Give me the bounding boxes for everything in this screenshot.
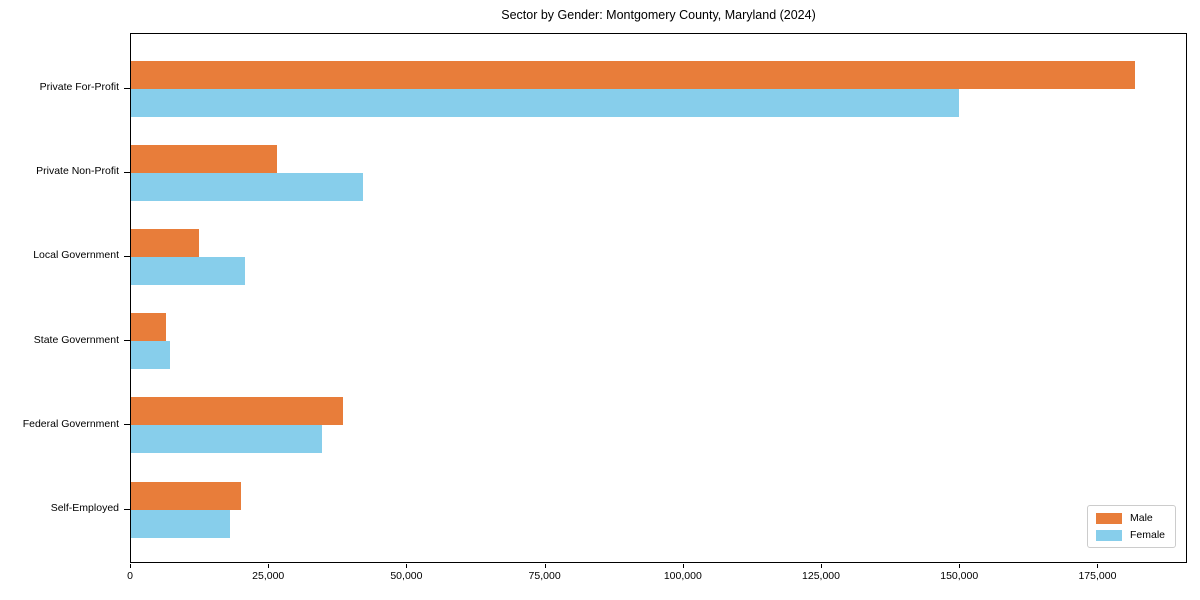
category-label: Self-Employed xyxy=(50,502,119,514)
bar-female-3 xyxy=(131,256,245,285)
x-tick-mark xyxy=(406,564,408,568)
bar-female-4 xyxy=(131,341,171,370)
category-label: State Government xyxy=(33,333,119,346)
x-tick-mark xyxy=(544,564,546,568)
x-tick-label: 75,000 xyxy=(528,570,561,582)
y-tick-mark xyxy=(124,171,130,173)
plot-area: Male Female xyxy=(130,33,1187,563)
bar-male-6 xyxy=(131,481,242,510)
bar-male-3 xyxy=(131,228,200,257)
x-tick-label: 125,000 xyxy=(802,570,840,582)
bar-male-5 xyxy=(131,397,344,426)
legend-entry-male: Male xyxy=(1095,512,1165,524)
y-tick-mark xyxy=(124,424,130,426)
x-tick-mark xyxy=(959,564,961,568)
male-swatch-icon xyxy=(1095,512,1122,524)
legend-entry-female: Female xyxy=(1095,529,1165,541)
category-label: Local Government xyxy=(33,249,119,262)
category-label: Federal Government xyxy=(22,417,119,430)
x-tick-mark xyxy=(268,564,270,568)
x-tick-label: 150,000 xyxy=(940,570,979,582)
y-tick-mark xyxy=(124,508,130,510)
female-swatch-icon xyxy=(1095,529,1122,541)
y-tick-mark xyxy=(124,340,130,342)
x-tick-mark xyxy=(682,564,684,568)
bar-male-4 xyxy=(131,313,167,342)
x-tick-label: 50,000 xyxy=(390,570,423,582)
x-tick-mark xyxy=(821,564,823,568)
y-tick-mark xyxy=(124,87,130,89)
x-tick-mark xyxy=(130,564,131,568)
x-tick-label: 100,000 xyxy=(663,570,702,582)
bar-female-2 xyxy=(131,172,363,201)
legend: Male Female xyxy=(1086,505,1176,548)
legend-label-female: Female xyxy=(1129,529,1165,541)
bar-female-1 xyxy=(131,88,959,117)
y-tick-mark xyxy=(124,255,130,257)
bar-female-5 xyxy=(131,425,322,454)
x-tick-label: 175,000 xyxy=(1078,570,1117,582)
category-label: Private Non-Profit xyxy=(36,165,119,178)
x-tick-label: 0 xyxy=(127,570,133,582)
legend-label-male: Male xyxy=(1129,512,1153,524)
bar-female-6 xyxy=(131,509,231,538)
x-tick-mark xyxy=(1097,564,1099,568)
bar-male-1 xyxy=(131,60,1136,89)
x-tick-label: 25,000 xyxy=(252,570,285,582)
bar-male-2 xyxy=(131,144,278,173)
chart-title: Sector by Gender: Montgomery County, Mar… xyxy=(501,8,816,22)
category-label: Private For-Profit xyxy=(39,81,119,93)
